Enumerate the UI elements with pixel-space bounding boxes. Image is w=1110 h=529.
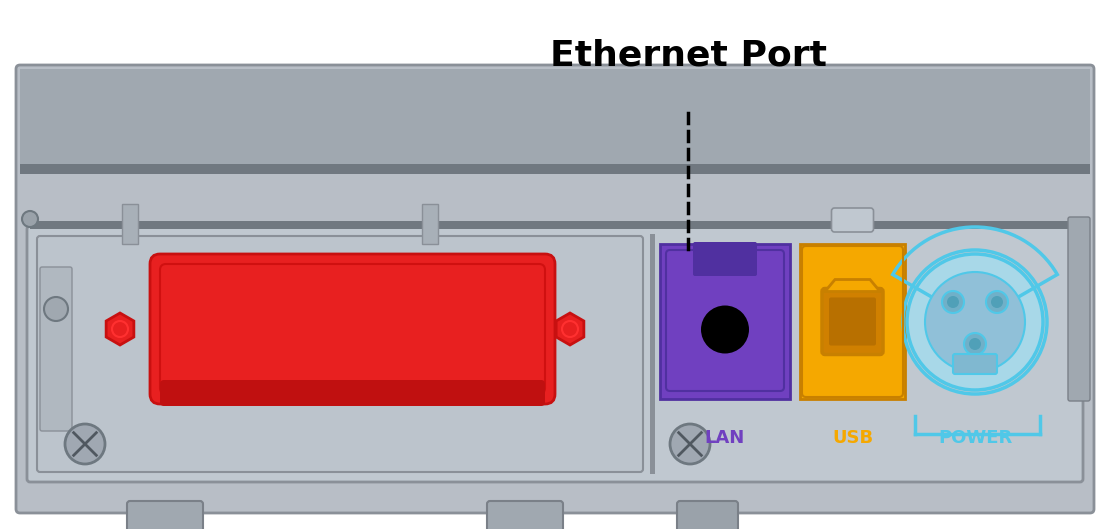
Text: USB: USB — [831, 429, 874, 447]
Text: Ethernet Port: Ethernet Port — [549, 39, 827, 73]
Circle shape — [65, 424, 105, 464]
FancyBboxPatch shape — [150, 254, 555, 404]
Polygon shape — [556, 313, 584, 345]
FancyBboxPatch shape — [27, 226, 1083, 482]
Bar — [20, 69, 1090, 169]
Bar — [650, 234, 655, 474]
FancyBboxPatch shape — [677, 501, 738, 529]
Bar — [660, 244, 790, 399]
Circle shape — [986, 291, 1008, 313]
FancyBboxPatch shape — [127, 501, 203, 529]
FancyBboxPatch shape — [16, 65, 1094, 513]
Polygon shape — [825, 279, 880, 291]
Text: POWER: POWER — [938, 429, 1012, 447]
Text: LAN: LAN — [705, 429, 745, 447]
Circle shape — [702, 306, 749, 353]
FancyBboxPatch shape — [40, 267, 72, 431]
Circle shape — [44, 297, 68, 321]
FancyBboxPatch shape — [693, 242, 757, 276]
Circle shape — [991, 296, 1003, 308]
Circle shape — [670, 424, 710, 464]
FancyBboxPatch shape — [831, 208, 874, 232]
FancyBboxPatch shape — [160, 380, 545, 406]
FancyBboxPatch shape — [1068, 217, 1090, 401]
Circle shape — [925, 272, 1025, 372]
FancyBboxPatch shape — [487, 501, 563, 529]
Bar — [122, 204, 138, 244]
Circle shape — [969, 338, 981, 350]
Circle shape — [907, 254, 1043, 390]
Circle shape — [942, 291, 963, 313]
Bar — [20, 164, 1090, 174]
Bar — [800, 244, 905, 399]
Polygon shape — [107, 313, 134, 345]
FancyBboxPatch shape — [829, 297, 876, 345]
Bar — [422, 204, 438, 244]
Circle shape — [963, 333, 986, 355]
FancyBboxPatch shape — [953, 354, 997, 374]
Circle shape — [947, 296, 959, 308]
FancyBboxPatch shape — [823, 288, 882, 354]
Circle shape — [22, 211, 38, 227]
Bar — [30, 221, 1080, 229]
FancyBboxPatch shape — [37, 236, 643, 472]
